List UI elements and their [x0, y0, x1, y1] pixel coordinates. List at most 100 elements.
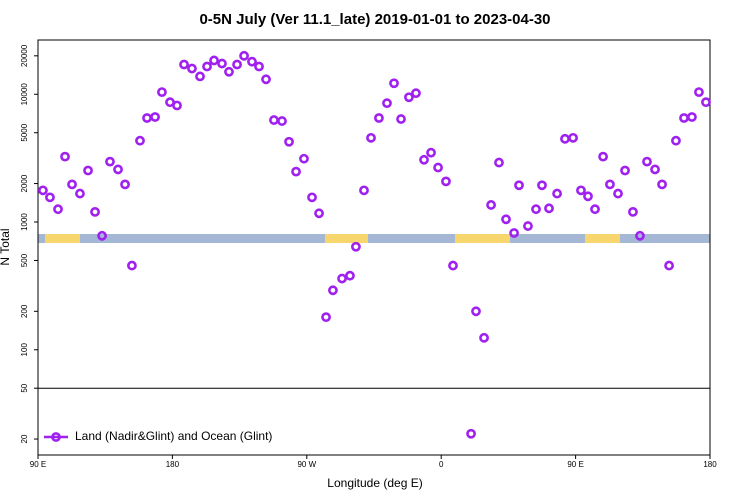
point [605, 179, 615, 190]
point [224, 66, 234, 77]
point [135, 135, 145, 146]
point [523, 221, 533, 231]
point [291, 166, 301, 177]
x-tick-label: 90 E [30, 460, 46, 469]
point [389, 78, 399, 89]
point [642, 156, 652, 167]
point [620, 165, 630, 176]
point [494, 157, 504, 168]
point [97, 230, 107, 241]
point [202, 61, 212, 72]
point [509, 228, 519, 238]
chart-title: 0-5N July (Ver 11.1_late) 2019-01-01 to … [199, 11, 550, 28]
point [433, 162, 443, 173]
point [232, 59, 242, 70]
point [448, 260, 458, 271]
legend-item: Land (Nadir&Glint) and Ocean (Glint) [44, 429, 272, 443]
point [53, 204, 63, 215]
point [328, 285, 338, 296]
point [321, 312, 331, 323]
point [514, 180, 524, 191]
land-mask-band [38, 234, 710, 243]
point [247, 56, 257, 67]
point [105, 156, 115, 167]
point [179, 59, 189, 70]
x-tick-label: 90 E [567, 460, 583, 469]
plot-frame [37, 39, 711, 456]
point [284, 136, 294, 147]
point [172, 100, 182, 111]
x-tick-label: 180 [703, 460, 717, 469]
point [531, 204, 541, 215]
point [337, 273, 347, 284]
y-tick-label: 5000 [20, 123, 29, 141]
point [157, 87, 167, 97]
y-tick-label: 20000 [20, 44, 29, 67]
point [671, 135, 681, 146]
point [537, 180, 547, 191]
point [38, 185, 48, 196]
point [142, 113, 152, 123]
x-tick-label: 180 [166, 460, 180, 469]
point [501, 214, 511, 225]
point [299, 153, 309, 164]
point [441, 176, 451, 187]
y-tick-label: 10000 [20, 83, 29, 106]
point [411, 88, 421, 99]
point [90, 206, 100, 217]
point [382, 98, 392, 109]
point [314, 208, 324, 219]
point [694, 87, 704, 97]
point [679, 113, 689, 123]
point [650, 164, 660, 175]
point [269, 115, 279, 125]
point [83, 165, 93, 176]
point [544, 203, 554, 214]
point [351, 241, 361, 252]
y-tick-label: 1000 [20, 213, 29, 231]
point [657, 179, 667, 190]
point [359, 185, 369, 196]
point [552, 188, 562, 199]
point [560, 133, 570, 144]
y-tick-label: 50 [20, 383, 29, 392]
point [426, 147, 436, 158]
legend-label: Land (Nadir&Glint) and Ocean (Glint) [75, 429, 272, 443]
x-tick-label: 0 [439, 460, 444, 469]
point [664, 260, 674, 271]
y-tick-label: 20 [20, 434, 29, 443]
point [209, 55, 219, 66]
point [471, 306, 481, 317]
x-tick-label: 90 W [297, 460, 316, 469]
point [628, 206, 638, 217]
point [75, 188, 85, 199]
legend-marker [51, 432, 61, 442]
point [187, 63, 197, 74]
point [687, 112, 697, 122]
point [307, 192, 317, 203]
point [120, 179, 130, 190]
point [127, 260, 137, 271]
point [701, 97, 711, 108]
point [60, 151, 70, 162]
point [277, 116, 287, 126]
point [113, 164, 123, 175]
point [195, 71, 205, 82]
point [598, 151, 608, 162]
point [254, 61, 264, 72]
point [419, 154, 429, 165]
point [404, 92, 414, 103]
point [396, 114, 406, 124]
point [239, 50, 249, 61]
y-tick-label: 100 [20, 343, 29, 357]
point [345, 270, 355, 281]
x-axis-label: Longitude (deg E) [327, 476, 422, 490]
y-tick-label: 500 [20, 253, 29, 267]
point [45, 192, 55, 203]
point [635, 230, 645, 241]
y-axis-label: N Total [0, 228, 12, 265]
y-tick-label: 200 [20, 304, 29, 318]
point [479, 332, 489, 343]
point [366, 132, 376, 143]
